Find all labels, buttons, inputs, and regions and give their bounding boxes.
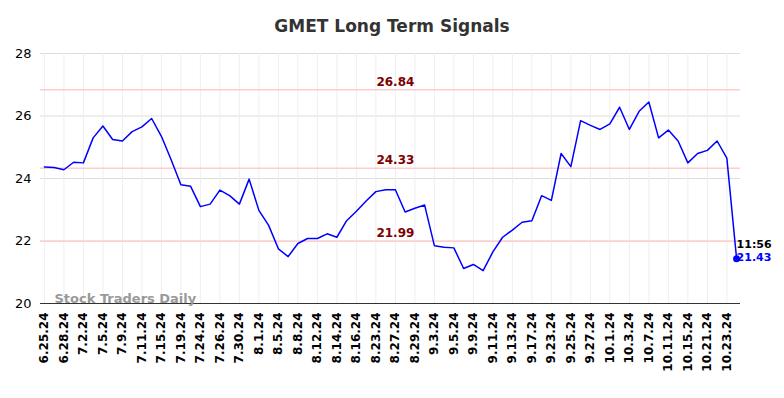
svg-text:10.15.24: 10.15.24: [681, 313, 695, 372]
svg-text:8.23.24: 8.23.24: [369, 313, 383, 364]
svg-text:8.16.24: 8.16.24: [349, 313, 363, 364]
svg-text:7.30.24: 7.30.24: [232, 313, 246, 364]
svg-text:9.11.24: 9.11.24: [486, 313, 500, 364]
svg-text:20: 20: [15, 296, 32, 311]
svg-text:10.1.24: 10.1.24: [603, 313, 617, 364]
html-text:GMET Long Term Signals: GMET Long Term Signals: [274, 16, 510, 36]
svg-text:6.28.24: 6.28.24: [57, 313, 71, 364]
svg-text:6.25.24: 6.25.24: [37, 313, 51, 364]
svg-text:7.11.24: 7.11.24: [135, 313, 149, 364]
svg-text:8.14.24: 8.14.24: [330, 313, 344, 364]
svg-text:11:56: 11:56: [737, 238, 772, 251]
svg-text:7.19.24: 7.19.24: [174, 313, 188, 364]
svg-text:24.33: 24.33: [376, 153, 414, 167]
svg-text:10.3.24: 10.3.24: [622, 313, 636, 364]
svg-text:9.27.24: 9.27.24: [583, 313, 597, 364]
svg-text:8.5.24: 8.5.24: [271, 313, 285, 356]
svg-text:8.8.24: 8.8.24: [291, 313, 305, 356]
svg-text:7.24.24: 7.24.24: [193, 313, 207, 364]
svg-text:10.11.24: 10.11.24: [661, 313, 675, 372]
svg-text:7.26.24: 7.26.24: [213, 313, 227, 364]
svg-text:10.21.24: 10.21.24: [700, 313, 714, 372]
svg-text:26.84: 26.84: [376, 75, 414, 89]
svg-text:24: 24: [15, 171, 32, 186]
svg-text:8.27.24: 8.27.24: [388, 313, 402, 364]
svg-text:9.5.24: 9.5.24: [447, 313, 461, 356]
svg-text:9.3.24: 9.3.24: [427, 313, 441, 356]
svg-text:Stock Traders Daily: Stock Traders Daily: [55, 291, 197, 306]
svg-text:7.5.24: 7.5.24: [96, 313, 110, 356]
svg-text:9.17.24: 9.17.24: [525, 313, 539, 364]
svg-text:8.12.24: 8.12.24: [310, 313, 324, 364]
svg-text:21.43: 21.43: [737, 251, 772, 264]
svg-text:9.23.24: 9.23.24: [544, 313, 558, 364]
svg-text:9.25.24: 9.25.24: [564, 313, 578, 364]
svg-text:7.9.24: 7.9.24: [115, 313, 129, 356]
svg-text:21.99: 21.99: [376, 226, 414, 240]
svg-text:22: 22: [15, 233, 32, 248]
svg-text:28: 28: [15, 46, 32, 61]
svg-text:10.7.24: 10.7.24: [642, 313, 656, 364]
svg-text:7.15.24: 7.15.24: [154, 313, 168, 364]
svg-text:9.13.24: 9.13.24: [505, 313, 519, 364]
svg-text:8.29.24: 8.29.24: [408, 313, 422, 364]
svg-text:26: 26: [15, 108, 32, 123]
svg-text:8.1.24: 8.1.24: [252, 313, 266, 356]
svg-text:9.9.24: 9.9.24: [466, 313, 480, 356]
svg-text:10.23.24: 10.23.24: [720, 313, 734, 372]
svg-text:7.2.24: 7.2.24: [76, 313, 90, 356]
